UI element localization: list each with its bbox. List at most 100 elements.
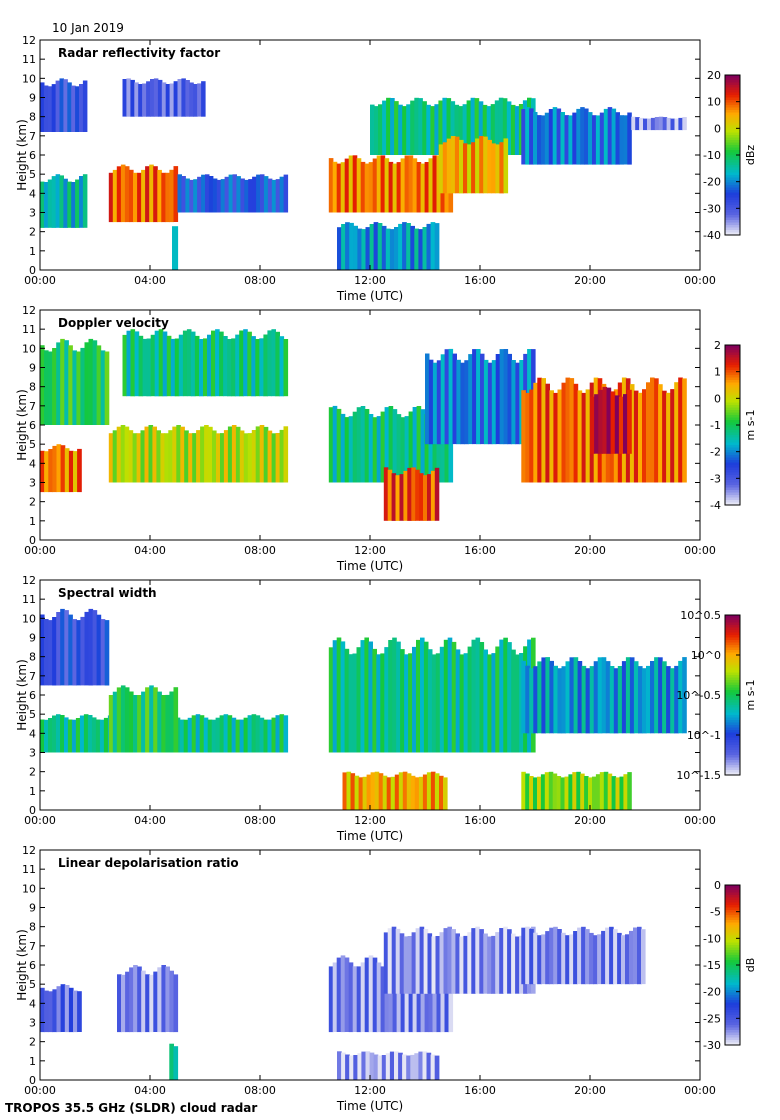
data-patch — [64, 340, 69, 425]
colorbar-swatch — [725, 217, 740, 221]
data-patch — [557, 389, 563, 483]
x-tick-label: 00:00 — [684, 814, 716, 827]
data-patch — [560, 777, 565, 810]
data-patch — [353, 1055, 358, 1080]
colorbar-swatch — [725, 162, 740, 166]
data-patch — [384, 407, 390, 483]
data-patch — [184, 430, 189, 483]
y-tick-label: 8 — [29, 651, 36, 664]
data-patch — [72, 619, 77, 686]
data-patch — [521, 660, 526, 734]
colorbar-swatch — [725, 1037, 740, 1041]
colorbar-swatch — [725, 447, 740, 451]
colorbar-swatch — [725, 90, 740, 93]
data-patch — [80, 616, 85, 686]
data-patch — [384, 647, 389, 753]
data-patch — [150, 79, 155, 117]
colorbar-swatch — [725, 112, 740, 116]
data-patch — [172, 426, 177, 483]
data-patch — [239, 330, 244, 397]
y-tick-label: 2 — [29, 226, 36, 239]
data-patches — [40, 608, 687, 810]
colorbar-swatch — [725, 680, 740, 683]
data-patch — [662, 390, 667, 483]
data-patch — [525, 665, 530, 734]
data-patch — [368, 955, 374, 1033]
data-patch — [52, 715, 57, 753]
colorbar-swatch — [725, 367, 740, 371]
data-patch — [414, 1053, 419, 1080]
data-patch — [447, 637, 453, 753]
y-tick-label: 1 — [29, 1055, 36, 1068]
data-patch — [183, 719, 189, 753]
data-patch — [450, 101, 456, 155]
colorbar-swatch — [725, 392, 740, 396]
data-patch — [173, 1046, 179, 1080]
colorbar-swatch — [725, 352, 740, 356]
data-patch — [48, 991, 53, 1033]
colorbar-tick-label: -15 — [703, 959, 721, 972]
data-patch — [573, 657, 579, 734]
y-tick-label: 5 — [29, 438, 36, 451]
data-patch — [388, 406, 394, 483]
colorbar-swatch — [725, 937, 740, 941]
colorbar-swatch — [725, 1015, 740, 1018]
colorbar-swatch — [725, 690, 740, 693]
colorbar-swatch — [725, 195, 740, 198]
data-patch — [178, 334, 184, 397]
data-patch — [279, 336, 285, 397]
colorbar-swatch — [725, 927, 740, 931]
data-patch — [521, 390, 526, 483]
data-patch — [376, 416, 382, 483]
data-patch — [613, 929, 618, 985]
data-patch — [67, 181, 72, 228]
data-patch — [344, 417, 350, 483]
data-patch — [381, 225, 387, 270]
data-patch — [165, 84, 171, 117]
data-patch — [466, 100, 472, 155]
data-patch — [56, 444, 62, 493]
data-patch — [423, 641, 429, 753]
data-patch — [515, 362, 520, 445]
data-patch — [328, 966, 334, 1033]
data-patch — [487, 139, 492, 194]
data-patch — [348, 654, 354, 753]
x-tick-label: 16:00 — [464, 274, 496, 287]
data-patch — [48, 449, 53, 493]
data-patch — [116, 166, 122, 223]
data-patch — [454, 136, 460, 194]
data-patch — [259, 338, 264, 397]
data-patch — [149, 685, 154, 753]
data-patch — [176, 425, 181, 483]
data-patch — [185, 178, 190, 213]
colorbar-swatch — [725, 735, 740, 738]
data-patch — [444, 349, 450, 445]
data-patch — [370, 104, 375, 155]
data-patch — [82, 174, 88, 228]
colorbar-swatch — [725, 110, 740, 113]
data-patch — [638, 666, 643, 734]
data-patch — [76, 620, 81, 686]
data-patch — [581, 665, 587, 734]
colorbar-swatch — [725, 630, 740, 633]
data-patch — [169, 691, 174, 753]
data-patch — [140, 430, 146, 483]
data-patch — [593, 935, 598, 985]
data-patch — [411, 467, 416, 521]
data-patch — [569, 657, 575, 734]
data-patch — [631, 116, 636, 131]
colorbar-tick-label: -1 — [710, 419, 721, 432]
data-patch — [451, 641, 457, 753]
data-patch — [495, 144, 500, 194]
data-patch — [169, 1043, 174, 1080]
data-patch — [235, 426, 241, 483]
data-patch — [68, 614, 73, 686]
data-patch — [399, 933, 405, 994]
colorbar-swatch — [725, 137, 740, 141]
data-patch — [332, 161, 338, 213]
data-patch — [126, 78, 131, 117]
data-patch — [585, 668, 591, 734]
data-patch — [164, 433, 169, 483]
data-patch — [633, 390, 639, 483]
data-patch — [426, 104, 431, 155]
